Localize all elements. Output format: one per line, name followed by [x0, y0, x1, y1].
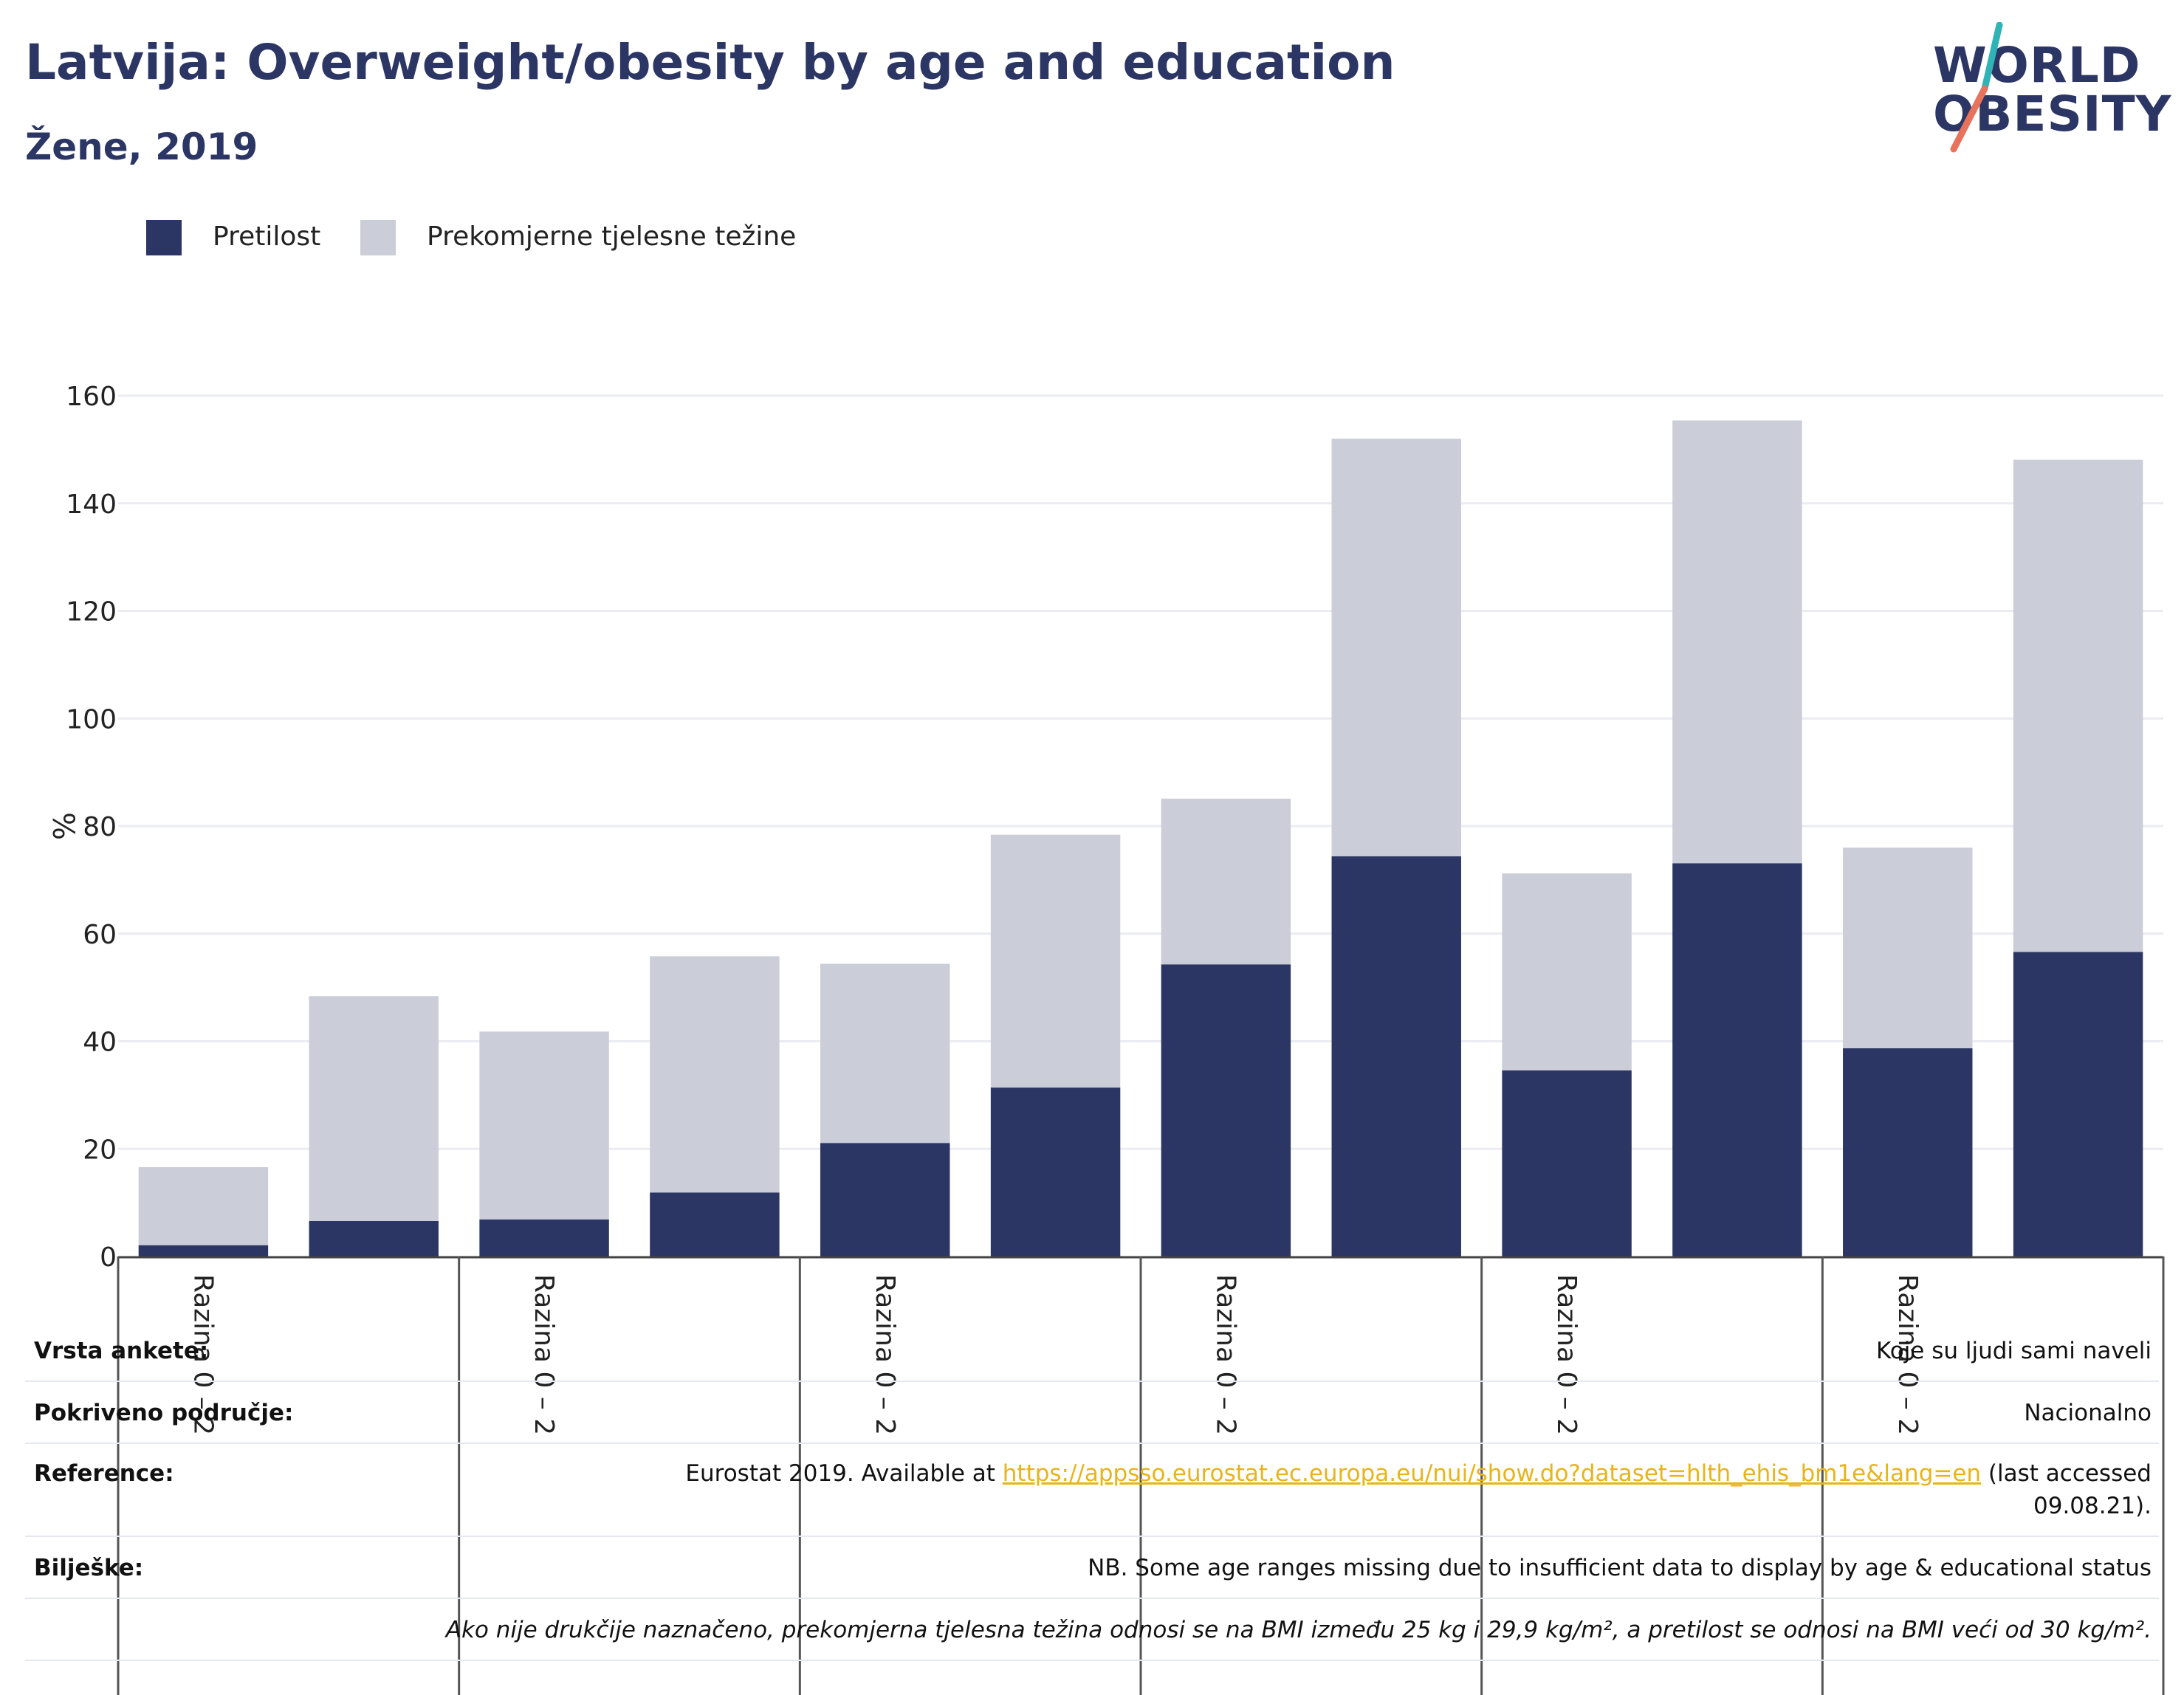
- bar-obesity: [1502, 1070, 1632, 1256]
- world-obesity-logo: WORLD OBESITY: [1920, 22, 2171, 162]
- note-row-definition: Ako nije drukčije naznačeno, prekomjerna…: [25, 1599, 2159, 1661]
- note-row-notes: Bilješke: NB. Some age ranges missing du…: [25, 1537, 2159, 1599]
- note-val-coverage: Nacionalno: [2024, 1400, 2152, 1426]
- bar-obesity: [990, 1087, 1121, 1256]
- note-key-coverage: Pokriveno područje:: [34, 1400, 294, 1426]
- bar-overweight: [650, 956, 780, 1193]
- bar-obesity: [1161, 964, 1291, 1256]
- x-category-label: Razina 0 – 2: [1551, 1274, 1582, 1435]
- x-category-label: Razina 0 – 2: [870, 1274, 900, 1435]
- note-val-reference: Eurostat 2019. Available at https://apps…: [685, 1460, 2152, 1487]
- x-category-label: Razina 0 – 2: [529, 1274, 559, 1435]
- bar-obesity: [2013, 952, 2143, 1256]
- y-tick-label: 0: [100, 1242, 117, 1273]
- bar-overweight: [2013, 459, 2143, 952]
- legend-label-obesity: Pretilost: [213, 221, 321, 252]
- y-axis-title: %: [46, 812, 80, 840]
- bar-obesity: [650, 1192, 780, 1256]
- reference-date: 09.08.21).: [2033, 1493, 2152, 1519]
- bar-overweight: [309, 996, 439, 1221]
- bar-obesity: [1331, 856, 1461, 1256]
- y-tick-label: 140: [66, 489, 117, 520]
- x-category-label: Razina 0 – 2: [188, 1274, 218, 1435]
- bar-obesity: [1843, 1048, 1973, 1256]
- legend-swatch-obesity: [146, 220, 182, 255]
- reference-suffix: (last accessed: [1981, 1460, 2152, 1487]
- bar-overweight: [479, 1031, 609, 1220]
- y-tick-label: 80: [83, 812, 117, 842]
- bar-overweight: [990, 834, 1121, 1088]
- page-subtitle: Žene, 2019: [25, 126, 258, 168]
- bar-overweight: [1502, 873, 1632, 1070]
- y-tick-label: 160: [66, 382, 117, 412]
- note-val-notes: NB. Some age ranges missing due to insuf…: [1088, 1555, 2152, 1581]
- note-row-coverage: Pokriveno područje: Nacionalno: [25, 1382, 2159, 1444]
- bar-obesity: [1672, 863, 1802, 1256]
- note-key-reference: Reference:: [34, 1460, 174, 1487]
- note-row-reference: Reference: Eurostat 2019. Available at h…: [25, 1444, 2159, 1537]
- x-category-label: Razina 0 – 2: [1210, 1274, 1240, 1435]
- bar-obesity: [479, 1219, 609, 1256]
- bar-obesity: [309, 1220, 439, 1256]
- bar-obesity: [138, 1245, 269, 1256]
- y-tick-label: 120: [66, 597, 117, 628]
- y-tick-label: 20: [83, 1135, 117, 1165]
- bar-overweight: [1331, 439, 1461, 856]
- bar-overweight: [1672, 420, 1802, 864]
- bar-overweight: [138, 1167, 269, 1245]
- y-tick-label: 40: [83, 1028, 117, 1058]
- bar-overweight: [1843, 848, 1973, 1048]
- bar-overweight: [1161, 798, 1291, 965]
- legend-label-overweight: Prekomjerne tjelesne težine: [427, 221, 797, 252]
- y-tick-label: 60: [83, 920, 117, 950]
- logo-line-1: WORLD: [1933, 37, 2141, 94]
- logo-slash-icon: [1950, 22, 2003, 153]
- note-key-notes: Bilješke:: [34, 1555, 144, 1581]
- legend-swatch-overweight: [360, 220, 396, 255]
- reference-link[interactable]: https://appsso.eurostat.ec.europa.eu/nui…: [1002, 1460, 1982, 1487]
- y-tick-label: 100: [66, 704, 117, 735]
- note-val-survey: Koje su ljudi sami naveli: [1875, 1338, 2152, 1364]
- reference-text: Eurostat 2019. Available at: [685, 1460, 1003, 1487]
- bar-overweight: [820, 963, 950, 1144]
- note-val-definition: Ako nije drukčije naznačeno, prekomjerna…: [445, 1617, 2152, 1643]
- x-category-label: Razina 0 – 2: [1892, 1274, 1923, 1435]
- note-key-survey: Vrsta ankete:: [34, 1338, 209, 1364]
- page-title: Latvija: Overweight/obesity by age and e…: [25, 34, 1395, 91]
- bar-obesity: [820, 1143, 950, 1256]
- note-row-survey: Vrsta ankete: Koje su ljudi sami naveli: [25, 1320, 2159, 1382]
